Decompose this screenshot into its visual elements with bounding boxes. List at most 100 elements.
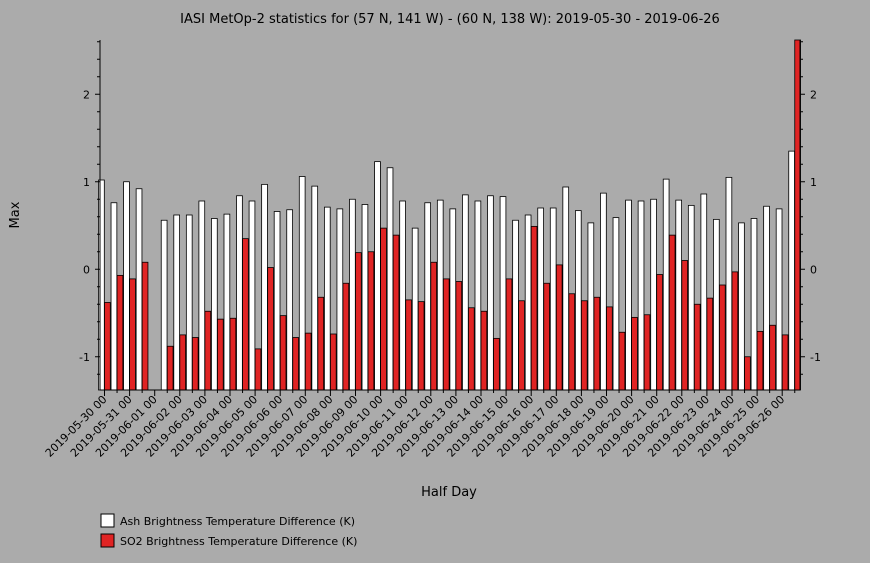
so2-bar	[355, 252, 362, 391]
so2-bar	[668, 234, 676, 391]
y-tick-label-left: 1	[83, 176, 90, 189]
ash-bar	[600, 192, 607, 391]
legend: Ash Brightness Temperature Difference (K…	[100, 513, 357, 548]
ash-bar	[713, 218, 720, 391]
ash-bar	[675, 199, 682, 391]
y-tick-label-left: 2	[83, 88, 90, 101]
ash-bar	[173, 214, 181, 391]
y-tick-label-right: -1	[810, 351, 821, 364]
ash-bar	[298, 176, 306, 391]
ash-bar	[185, 214, 193, 391]
so2-bar	[719, 284, 726, 391]
so2-bar	[367, 251, 375, 391]
ash-bar	[575, 210, 582, 391]
so2-bar	[468, 307, 475, 391]
so2-bar	[731, 271, 739, 391]
y-tick-label-right: 2	[810, 88, 817, 101]
ash-bar	[750, 218, 758, 391]
ash-bar	[160, 219, 168, 391]
ash-bar	[700, 193, 708, 391]
so2-bar	[217, 318, 224, 391]
so2-bar	[505, 278, 513, 391]
so2-bar	[380, 227, 387, 391]
so2-bar	[141, 261, 149, 391]
so2-bar	[781, 334, 789, 391]
so2-bar	[104, 302, 111, 391]
ash-bar	[98, 179, 105, 391]
ash-bar	[449, 208, 457, 391]
ash-bar	[336, 208, 344, 391]
so2-bar	[618, 331, 626, 391]
ash-bar	[411, 227, 419, 391]
so2-bar	[518, 300, 525, 391]
so2-bar	[242, 238, 249, 391]
so2-bar	[555, 264, 563, 391]
ash-bar	[399, 200, 406, 391]
so2-bar	[179, 334, 187, 391]
y-tick-label-right: 1	[810, 176, 817, 189]
ash-bar	[248, 200, 256, 391]
y-tick-label-left: -1	[79, 351, 90, 364]
ash-bar	[286, 209, 293, 391]
so2-bar	[693, 303, 701, 391]
so2-bar	[681, 260, 688, 391]
ash-bar	[612, 217, 620, 391]
bars	[98, 39, 801, 391]
legend-swatch	[100, 533, 115, 548]
ash-bar	[499, 196, 507, 391]
so2-bar	[116, 274, 124, 391]
so2-bar	[304, 332, 312, 391]
ash-bar	[374, 161, 381, 391]
so2-bar	[643, 314, 651, 391]
ash-bar	[763, 205, 770, 391]
so2-bar	[191, 337, 199, 391]
ash-bar	[650, 198, 657, 391]
so2-bar	[656, 274, 663, 391]
y-axis-label: Max	[8, 201, 23, 228]
ash-bar	[662, 178, 670, 391]
so2-bar	[756, 330, 764, 391]
ash-bar	[123, 181, 130, 391]
ash-bar	[349, 198, 356, 391]
so2-bar	[631, 316, 638, 391]
so2-bar	[279, 315, 287, 391]
ash-bar	[637, 200, 645, 391]
ash-bar	[236, 195, 243, 391]
ash-bar	[524, 214, 532, 391]
so2-bar	[581, 300, 588, 391]
ash-bar	[198, 200, 206, 391]
ash-bar	[487, 195, 494, 391]
so2-bar	[254, 348, 262, 391]
so2-bar	[392, 234, 400, 391]
chart-title: IASI MetOp-2 statistics for (57 N, 141 W…	[180, 12, 720, 27]
ash-bar	[424, 202, 431, 391]
so2-bar	[706, 297, 714, 391]
so2-bar	[405, 299, 412, 391]
so2-bar	[204, 310, 212, 391]
legend-swatch	[100, 513, 115, 528]
so2-bar	[342, 282, 350, 391]
so2-bar	[543, 282, 550, 391]
ash-bar	[687, 204, 695, 391]
so2-bar	[769, 324, 776, 391]
so2-bar	[568, 293, 576, 391]
so2-bar	[292, 337, 299, 391]
ash-bar	[725, 176, 733, 391]
ash-bar	[462, 194, 469, 391]
ash-bar	[587, 222, 595, 391]
ash-bar	[562, 186, 570, 391]
so2-bar	[417, 301, 425, 391]
so2-bar	[493, 337, 500, 391]
ash-bar	[311, 185, 319, 391]
so2-bar	[430, 261, 437, 391]
so2-bar	[229, 317, 237, 391]
so2-bar	[530, 225, 538, 391]
ash-bar	[273, 211, 281, 391]
ash-bar	[549, 207, 557, 391]
ash-bar	[436, 199, 444, 391]
so2-bar	[317, 296, 325, 391]
so2-bar	[166, 345, 174, 391]
so2-bar	[129, 278, 136, 391]
